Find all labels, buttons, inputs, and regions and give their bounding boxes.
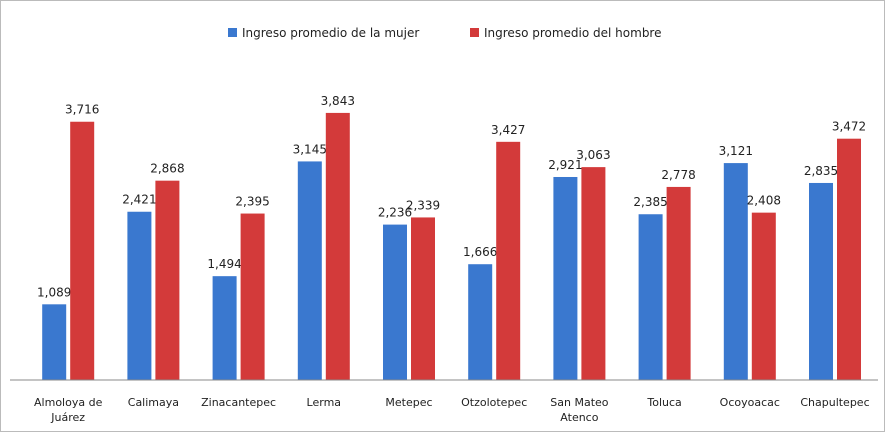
bar: [723, 163, 748, 380]
data-label: 2,339: [406, 198, 440, 212]
bar: [581, 167, 606, 380]
x-tick-label: Otzolotepec: [461, 396, 528, 409]
data-label: 2,778: [661, 168, 695, 182]
x-tick-label: Calimaya: [127, 396, 180, 409]
x-tick-label: Chapultepec: [800, 396, 870, 409]
bar: [468, 264, 493, 380]
bar: [751, 212, 776, 380]
data-label: 2,868: [150, 162, 184, 176]
bar: [553, 176, 578, 380]
legend-swatch: [470, 28, 479, 37]
bar: [638, 214, 663, 380]
data-label: 3,716: [65, 103, 99, 117]
legend-label: Ingreso promedio de la mujer: [242, 26, 419, 40]
data-label: 2,385: [633, 195, 667, 209]
x-tick-label: Ocoyoacac: [719, 396, 780, 409]
data-label: 2,421: [122, 193, 156, 207]
bar: [240, 213, 265, 380]
bar: [297, 161, 322, 380]
x-tick-label: San Mateo Atenco: [550, 396, 609, 424]
x-tick-label: Almoloya de Juárez: [34, 396, 103, 424]
legend-swatch: [228, 28, 237, 37]
bar: [809, 182, 833, 380]
data-label: 1,089: [37, 285, 71, 299]
bar: [383, 224, 407, 380]
data-label: 2,236: [378, 206, 412, 220]
data-label: 3,472: [832, 120, 866, 134]
x-tick-label: Zinacantepec: [201, 396, 277, 409]
data-label: 2,408: [747, 194, 781, 208]
bar: [70, 121, 95, 380]
bar: [411, 217, 435, 380]
bar: [666, 186, 691, 380]
data-label: 3,427: [491, 123, 525, 137]
bar: [496, 141, 521, 380]
data-label: 3,843: [321, 94, 355, 108]
data-label: 3,063: [576, 148, 610, 162]
data-label: 1,666: [463, 245, 497, 259]
bar: [837, 138, 861, 380]
data-label: 2,835: [804, 164, 838, 178]
x-tick-label: Toluca: [647, 396, 682, 409]
bar: [325, 112, 350, 380]
bar: [42, 304, 67, 380]
data-label: 3,145: [293, 142, 327, 156]
bar: [155, 180, 180, 380]
bar: [127, 211, 152, 380]
x-tick-label: Lerma: [306, 396, 342, 409]
data-label: 3,121: [719, 144, 753, 158]
legend-label: Ingreso promedio del hombre: [484, 26, 662, 40]
data-label: 1,494: [207, 257, 241, 271]
data-label: 2,395: [235, 195, 269, 209]
data-label: 2,921: [548, 158, 582, 172]
bar: [212, 276, 237, 380]
x-tick-label: Metepec: [385, 396, 433, 409]
